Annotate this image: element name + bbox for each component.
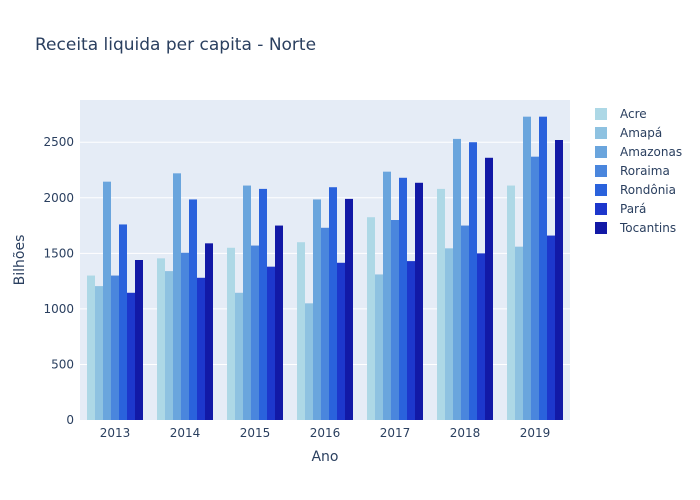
x-tick-label: 2015	[240, 426, 271, 440]
legend-label: Pará	[620, 202, 646, 216]
bar[interactable]	[547, 235, 555, 420]
legend-swatch	[595, 146, 607, 158]
legend-label: Acre	[620, 107, 647, 121]
bar[interactable]	[407, 261, 415, 420]
bar[interactable]	[515, 246, 523, 420]
x-tick-label: 2016	[310, 426, 341, 440]
legend-item[interactable]: Roraima	[595, 164, 670, 178]
bar[interactable]	[267, 266, 275, 420]
bar[interactable]	[337, 262, 345, 420]
bar[interactable]	[251, 245, 259, 420]
legend-item[interactable]: Rondônia	[595, 183, 676, 197]
legend-item[interactable]: Tocantins	[595, 221, 676, 235]
y-axis-title: Bilhões	[12, 235, 28, 286]
bar[interactable]	[87, 275, 95, 420]
legend-swatch	[595, 184, 607, 196]
legend-label: Amapá	[620, 126, 662, 140]
bar[interactable]	[297, 242, 305, 420]
bar[interactable]	[243, 185, 251, 420]
bar[interactable]	[321, 227, 329, 420]
bar[interactable]	[445, 248, 453, 420]
bar[interactable]	[313, 199, 321, 420]
bar[interactable]	[135, 260, 143, 420]
bar[interactable]	[181, 252, 189, 420]
x-tick-label: 2019	[520, 426, 551, 440]
bar[interactable]	[275, 225, 283, 420]
bar[interactable]	[485, 157, 493, 420]
y-tick-label: 0	[66, 413, 74, 427]
bar[interactable]	[173, 173, 181, 420]
legend-item[interactable]: Amazonas	[595, 145, 682, 159]
legend-swatch	[595, 108, 607, 120]
bar[interactable]	[189, 199, 197, 420]
bar[interactable]	[345, 198, 353, 420]
bar[interactable]	[461, 225, 469, 420]
legend-item[interactable]: Pará	[595, 202, 646, 216]
legend-item[interactable]: Amapá	[595, 126, 662, 140]
bar[interactable]	[329, 187, 337, 420]
legend[interactable]: Acre Amapá Amazonas Roraima Rondônia Pará Toca…	[595, 107, 682, 235]
bar[interactable]	[531, 156, 539, 420]
x-axis-ticks: 2013 2014 2015 2016 2017 2018 2019	[100, 426, 551, 440]
bar[interactable]	[119, 224, 127, 420]
bar[interactable]	[453, 138, 461, 420]
legend-label: Amazonas	[620, 145, 682, 159]
bar[interactable]	[469, 142, 477, 420]
bar[interactable]	[197, 277, 205, 420]
y-tick-label: 1500	[43, 246, 74, 260]
bar[interactable]	[259, 188, 267, 420]
bars	[87, 116, 563, 421]
y-tick-label: 500	[51, 357, 74, 371]
legend-label: Roraima	[620, 164, 670, 178]
bar[interactable]	[477, 253, 485, 420]
y-tick-label: 2000	[43, 191, 74, 205]
bar[interactable]	[205, 243, 213, 420]
y-tick-label: 2500	[43, 135, 74, 149]
x-tick-label: 2018	[450, 426, 481, 440]
x-tick-label: 2017	[380, 426, 411, 440]
legend-swatch	[595, 203, 607, 215]
bar[interactable]	[367, 217, 375, 420]
bar[interactable]	[399, 177, 407, 420]
bar[interactable]	[555, 140, 563, 420]
chart-title: Receita liquida per capita - Norte	[35, 35, 316, 55]
y-axis-ticks: 0 500 1000 1500 2000 2500	[43, 135, 74, 427]
bar[interactable]	[165, 271, 173, 420]
legend-label: Rondônia	[620, 183, 676, 197]
legend-swatch	[595, 222, 607, 234]
bar[interactable]	[157, 258, 165, 420]
legend-swatch	[595, 127, 607, 139]
x-axis-title: Ano	[311, 449, 338, 465]
bar[interactable]	[415, 182, 423, 420]
bar[interactable]	[437, 188, 445, 420]
y-tick-label: 1000	[43, 302, 74, 316]
bar[interactable]	[539, 116, 547, 421]
bar[interactable]	[383, 171, 391, 420]
x-tick-label: 2013	[100, 426, 131, 440]
legend-label: Tocantins	[619, 221, 676, 235]
bar[interactable]	[523, 116, 531, 421]
bar[interactable]	[391, 220, 399, 420]
bar[interactable]	[103, 181, 111, 420]
bar[interactable]	[127, 292, 135, 420]
bar[interactable]	[227, 247, 235, 420]
legend-item[interactable]: Acre	[595, 107, 647, 121]
legend-swatch	[595, 165, 607, 177]
bar[interactable]	[375, 274, 383, 420]
bar[interactable]	[507, 185, 515, 420]
x-tick-label: 2014	[170, 426, 201, 440]
bar[interactable]	[95, 286, 103, 420]
bar[interactable]	[111, 275, 119, 420]
bar[interactable]	[305, 303, 313, 420]
bar[interactable]	[235, 292, 243, 420]
